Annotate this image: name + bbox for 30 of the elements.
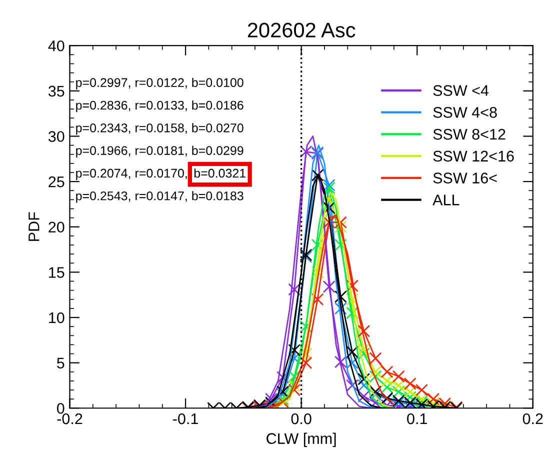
- x-tick-label: 0.2: [522, 413, 543, 424]
- legend-label: ALL: [432, 194, 460, 206]
- annotation: p=0.1966, r=0.0181, b=0.0299: [76, 146, 244, 158]
- annotation: p=0.2543, r=0.0147, b=0.0183: [76, 191, 244, 203]
- y-tick-label: 30: [48, 131, 64, 142]
- y-tick-label: 0: [56, 402, 64, 414]
- y-tick-label: 15: [49, 267, 64, 278]
- legend-label: SSW <4: [433, 85, 489, 96]
- x-axis-title: CLW [mm]: [266, 432, 336, 448]
- y-tick-label: 5: [57, 358, 64, 368]
- x-tick-label: -0.1: [173, 413, 198, 424]
- y-tick-label: 10: [49, 312, 64, 324]
- legend-label: SSW 8<12: [433, 128, 506, 140]
- chart-title: 202602 Asc: [248, 22, 356, 38]
- annotation: p=0.2343, r=0.0158, b=0.0270: [76, 123, 244, 135]
- x-tick-label: 0.0: [291, 413, 312, 424]
- annotation: b=0.0321: [194, 168, 246, 178]
- legend-label: SSW 12<16: [433, 150, 514, 162]
- y-tick-label: 20: [48, 222, 64, 233]
- x-tick-label: 0.1: [407, 413, 427, 424]
- y-axis-title: PDF: [28, 212, 40, 241]
- annotation: p=0.2074, r=0.0170,: [76, 168, 187, 180]
- x-tick-label: -0.2: [57, 413, 82, 424]
- y-tick-label: 40: [48, 40, 64, 52]
- annotation: p=0.2836, r=0.0133, b=0.0186: [76, 100, 244, 112]
- legend-label: SSW 16<: [433, 172, 497, 184]
- legend-label: SSW 4<8: [433, 107, 497, 118]
- y-tick-label: 25: [48, 176, 64, 188]
- y-tick-label: 35: [48, 86, 64, 97]
- annotation: p=0.2997, r=0.0122, b=0.0100: [76, 78, 244, 90]
